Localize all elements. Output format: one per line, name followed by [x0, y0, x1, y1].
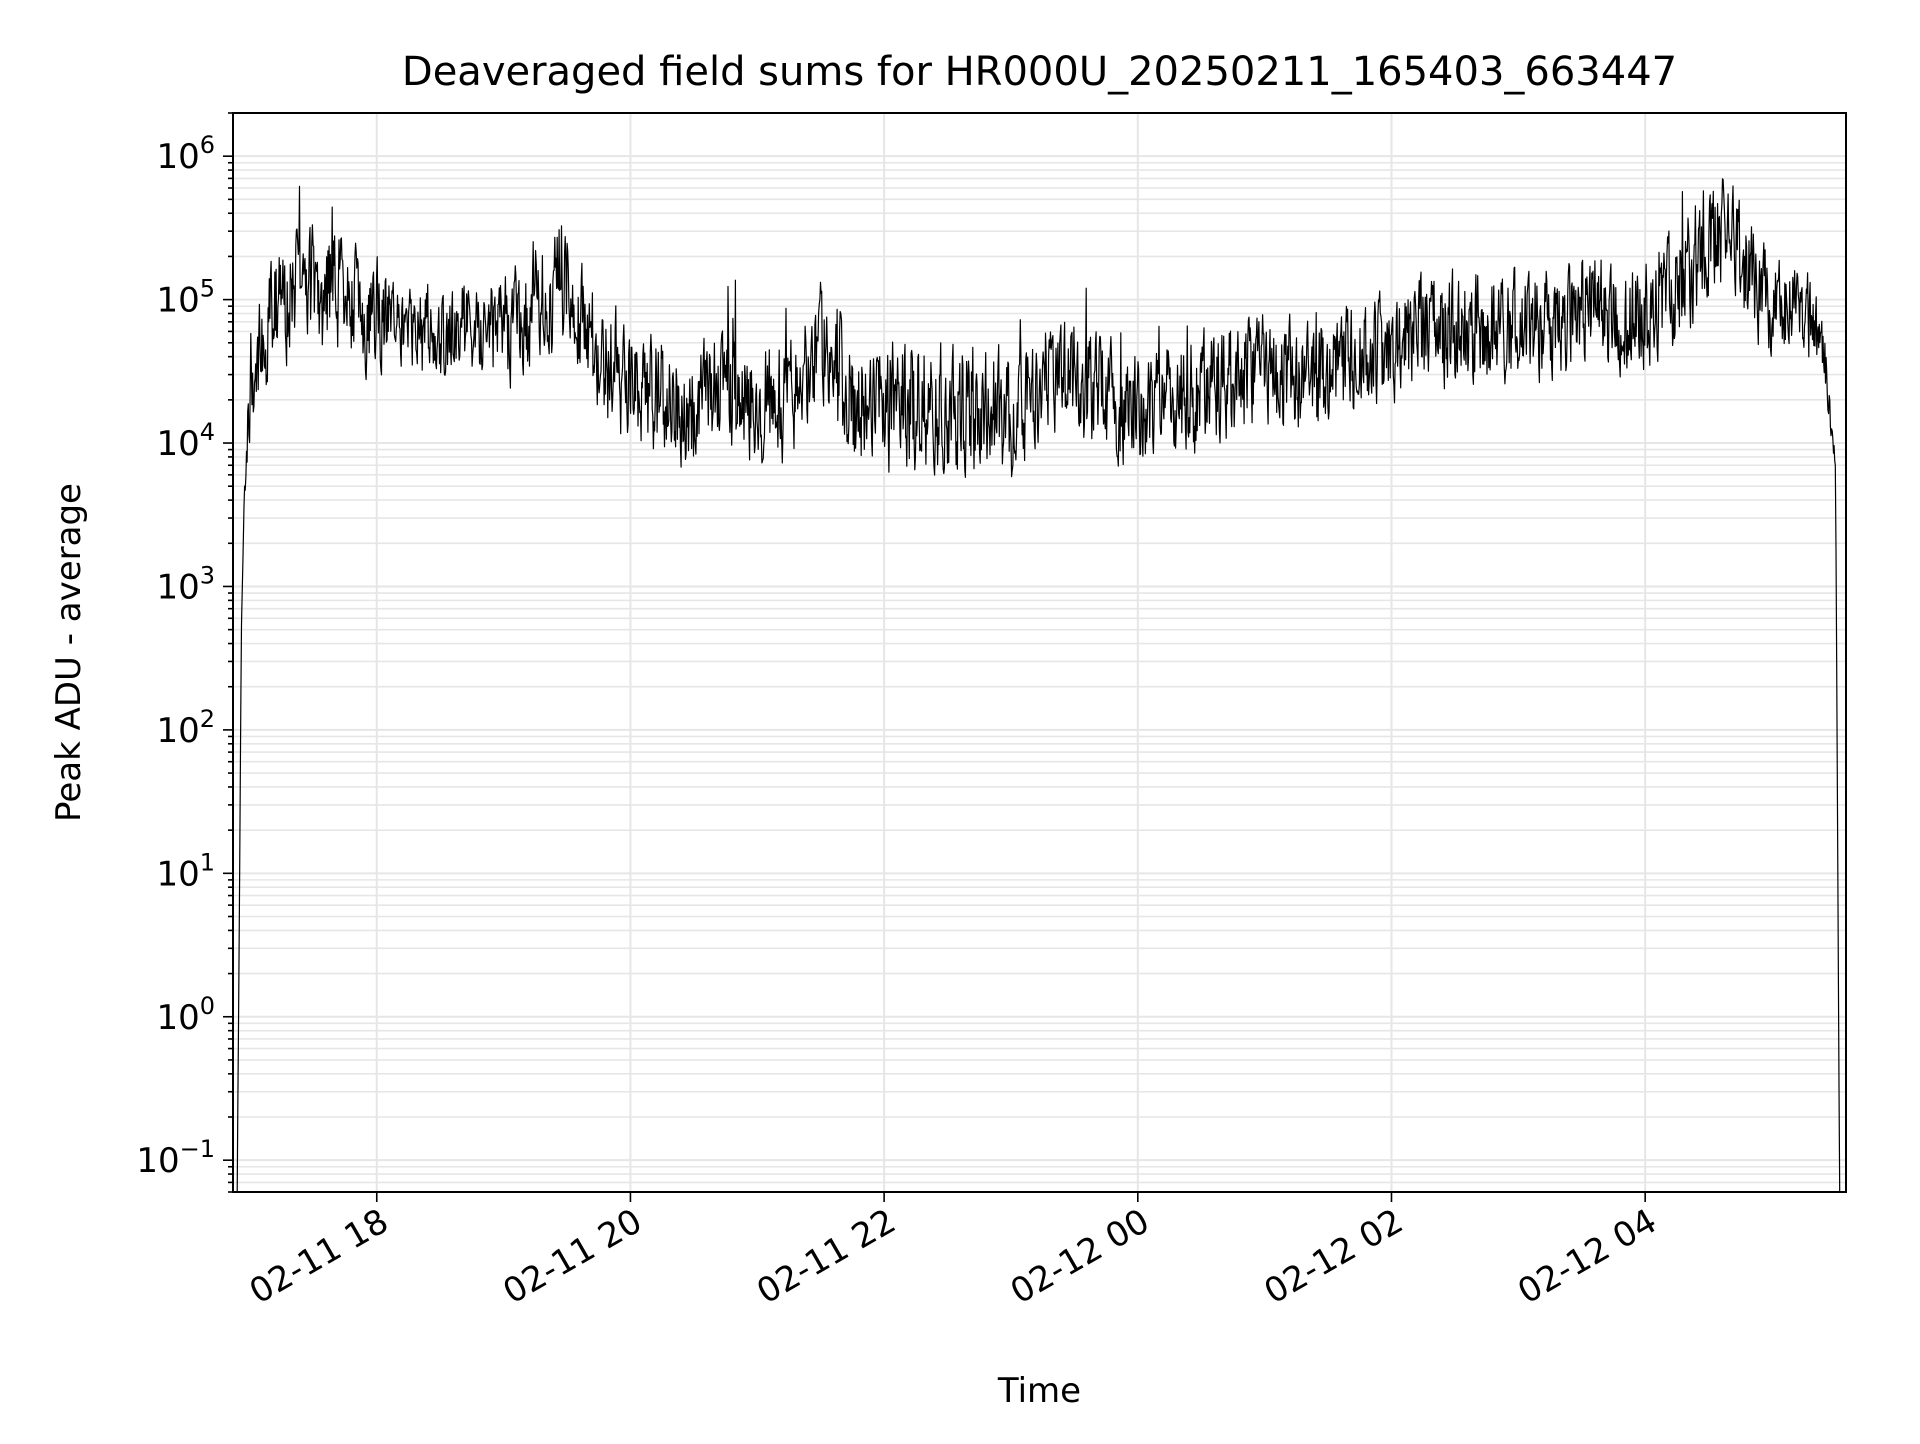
x-tick-label: 02-11 18	[243, 1201, 395, 1312]
x-tick-label: 02-12 00	[1004, 1201, 1156, 1312]
x-tick-label: 02-12 02	[1258, 1201, 1410, 1312]
plot-frame	[232, 112, 1847, 1193]
y-tick-label: 106	[156, 131, 215, 177]
x-tick-label: 02-11 20	[497, 1201, 649, 1312]
y-tick-label: 103	[156, 561, 215, 607]
y-tick-label: 105	[156, 275, 215, 321]
y-tick-label: 101	[156, 848, 215, 894]
x-tick-label: 02-12 04	[1511, 1201, 1663, 1312]
y-tick-label: 10−1	[136, 1135, 215, 1181]
y-tick-label: 102	[156, 705, 215, 751]
y-tick-label: 100	[156, 992, 215, 1038]
y-tick-label: 104	[156, 418, 215, 464]
y-axis-label: Peak ADU - average	[49, 483, 89, 822]
x-tick-label: 02-11 22	[750, 1201, 902, 1312]
series-layer	[236, 178, 1841, 1193]
grid-layer	[233, 112, 1846, 1193]
series-line	[236, 178, 1841, 1193]
x-axis-label: Time	[997, 1371, 1081, 1411]
chart-title: Deaveraged field sums for HR000U_2025021…	[402, 49, 1677, 95]
